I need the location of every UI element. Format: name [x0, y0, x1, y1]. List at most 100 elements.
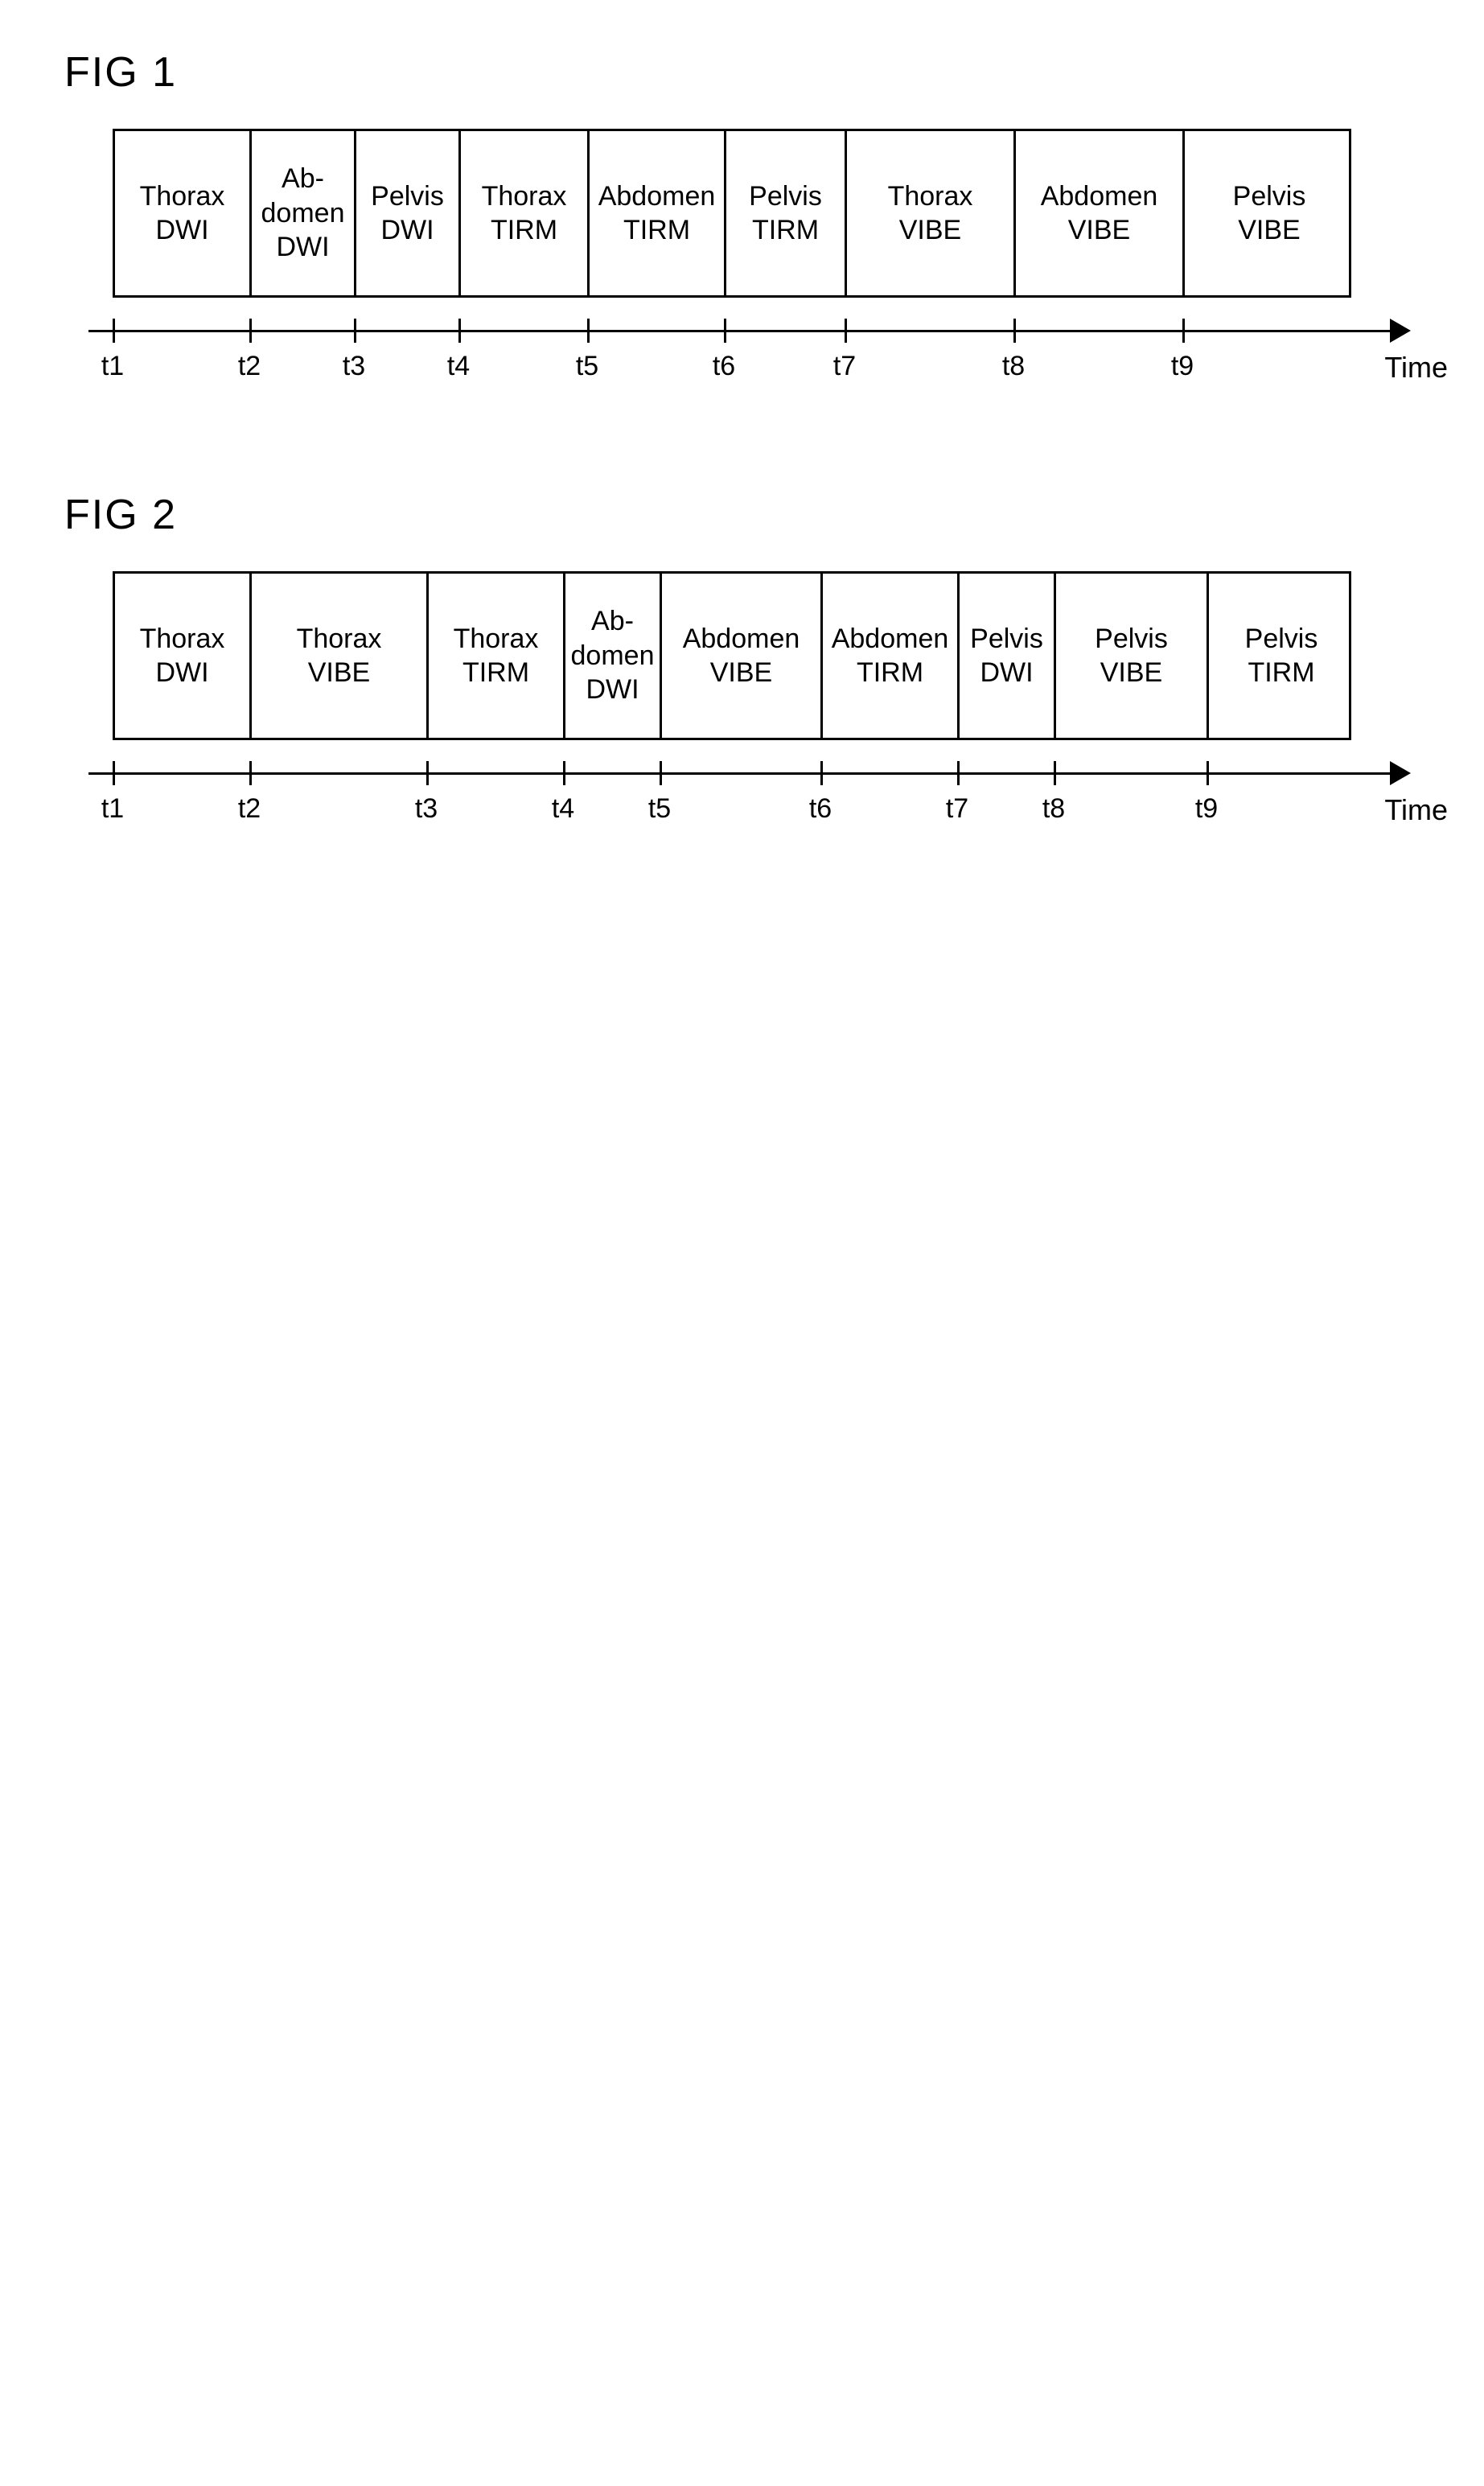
- axis-tick: [563, 761, 565, 785]
- timeline-box: PelvisDWI: [356, 131, 461, 295]
- axis-label: Time: [1384, 793, 1448, 827]
- timeline-box: AbdomenTIRM: [590, 131, 726, 295]
- axis-tick: [660, 761, 662, 785]
- axis-tick: [724, 319, 726, 343]
- timeline-box: Ab-domenDWI: [252, 131, 356, 295]
- box-text-line: DWI: [380, 213, 434, 248]
- box-text-line: TIRM: [491, 213, 557, 248]
- axis-tick-label: t3: [343, 351, 365, 382]
- timeline: ThoraxDWIAb-domenDWIPelvisDWIThoraxTIRMA…: [113, 129, 1351, 394]
- box-text-line: Thorax: [888, 179, 973, 214]
- box-text-line: Pelvis: [1095, 622, 1168, 656]
- timeline-box: PelvisDWI: [960, 574, 1056, 738]
- box-text-line: Thorax: [297, 622, 382, 656]
- axis-tick: [1207, 761, 1209, 785]
- box-text-line: Abdomen: [683, 622, 800, 656]
- timeline-box: ThoraxTIRM: [429, 574, 565, 738]
- timeline-boxes: ThoraxDWIThoraxVIBEThoraxTIRMAb-domenDWI…: [113, 571, 1351, 740]
- box-text-line: VIBE: [1238, 213, 1300, 248]
- timeline-box: AbdomenVIBE: [662, 574, 823, 738]
- axis-tick: [587, 319, 590, 343]
- axis-tick: [354, 319, 356, 343]
- timeline-box: AbdomenVIBE: [1016, 131, 1185, 295]
- box-text-line: TIRM: [623, 213, 690, 248]
- axis-tick: [458, 319, 461, 343]
- timeline-box: ThoraxTIRM: [461, 131, 590, 295]
- box-text-line: Pelvis: [970, 622, 1043, 656]
- timeline-box: PelvisVIBE: [1056, 574, 1209, 738]
- box-text-line: Pelvis: [1245, 622, 1318, 656]
- axis-tick: [957, 761, 960, 785]
- box-text-line: DWI: [980, 656, 1033, 690]
- box-text-line: VIBE: [308, 656, 370, 690]
- time-axis: t1t2t3t4t5t6t7t8t9Time: [113, 298, 1351, 394]
- box-text-line: DWI: [276, 230, 329, 265]
- axis-tick-label: t1: [101, 351, 124, 382]
- figure-1: FIG 1ThoraxDWIAb-domenDWIPelvisDWIThorax…: [64, 48, 1420, 394]
- timeline: ThoraxDWIThoraxVIBEThoraxTIRMAb-domenDWI…: [113, 571, 1351, 837]
- time-axis: t1t2t3t4t5t6t7t8t9Time: [113, 740, 1351, 837]
- box-text-line: VIBE: [1100, 656, 1162, 690]
- axis-tick-label: t9: [1171, 351, 1194, 382]
- box-text-line: Ab-: [591, 604, 634, 639]
- axis-tick-label: t6: [713, 351, 735, 382]
- timeline-box: ThoraxDWI: [115, 131, 252, 295]
- axis-label: Time: [1384, 351, 1448, 385]
- box-text-line: TIRM: [857, 656, 923, 690]
- figure-2: FIG 2ThoraxDWIThoraxVIBEThoraxTIRMAb-dom…: [64, 491, 1420, 837]
- box-text-line: VIBE: [899, 213, 961, 248]
- axis-tick-label: t2: [238, 793, 261, 825]
- box-text-line: DWI: [155, 656, 208, 690]
- axis-tick-label: t6: [809, 793, 832, 825]
- axis-tick: [113, 319, 115, 343]
- box-text-line: Abdomen: [598, 179, 716, 214]
- axis-tick-label: t7: [946, 793, 968, 825]
- timeline-box: ThoraxVIBE: [252, 574, 429, 738]
- timeline-box: Ab-domenDWI: [565, 574, 662, 738]
- axis-tick-label: t5: [576, 351, 598, 382]
- box-text-line: DWI: [586, 673, 639, 707]
- axis-arrow-icon: [1390, 761, 1411, 785]
- axis-tick: [113, 761, 115, 785]
- box-text-line: TIRM: [1248, 656, 1314, 690]
- box-text-line: TIRM: [752, 213, 819, 248]
- box-text-line: Ab-: [282, 162, 324, 196]
- axis-tick-label: t2: [238, 351, 261, 382]
- axis-tick: [1013, 319, 1016, 343]
- axis-tick-label: t8: [1002, 351, 1025, 382]
- axis-tick: [1182, 319, 1185, 343]
- timeline-box: ThoraxDWI: [115, 574, 252, 738]
- timeline-box: PelvisVIBE: [1185, 131, 1354, 295]
- axis-tick-label: t4: [552, 793, 574, 825]
- timeline-box: ThoraxVIBE: [847, 131, 1016, 295]
- box-text-line: Pelvis: [1233, 179, 1306, 214]
- axis-line: [88, 772, 1400, 775]
- axis-tick-label: t4: [447, 351, 470, 382]
- axis-tick: [249, 761, 252, 785]
- axis-tick-label: t3: [415, 793, 438, 825]
- axis-tick: [820, 761, 823, 785]
- box-text-line: Thorax: [140, 179, 225, 214]
- axis-tick: [426, 761, 429, 785]
- timeline-box: PelvisTIRM: [1209, 574, 1354, 738]
- box-text-line: VIBE: [710, 656, 772, 690]
- box-text-line: domen: [571, 639, 655, 673]
- box-text-line: Abdomen: [832, 622, 949, 656]
- axis-tick: [249, 319, 252, 343]
- box-text-line: Thorax: [482, 179, 567, 214]
- timeline-box: PelvisTIRM: [726, 131, 847, 295]
- axis-tick-label: t1: [101, 793, 124, 825]
- axis-tick-label: t9: [1195, 793, 1218, 825]
- timeline-box: AbdomenTIRM: [823, 574, 960, 738]
- timeline-boxes: ThoraxDWIAb-domenDWIPelvisDWIThoraxTIRMA…: [113, 129, 1351, 298]
- box-text-line: DWI: [155, 213, 208, 248]
- box-text-line: Thorax: [454, 622, 539, 656]
- axis-arrow-icon: [1390, 319, 1411, 343]
- box-text-line: domen: [261, 196, 345, 231]
- axis-tick-label: t7: [833, 351, 856, 382]
- box-text-line: Pelvis: [749, 179, 822, 214]
- axis-tick: [845, 319, 847, 343]
- axis-tick-label: t8: [1042, 793, 1065, 825]
- box-text-line: Pelvis: [371, 179, 444, 214]
- box-text-line: Thorax: [140, 622, 225, 656]
